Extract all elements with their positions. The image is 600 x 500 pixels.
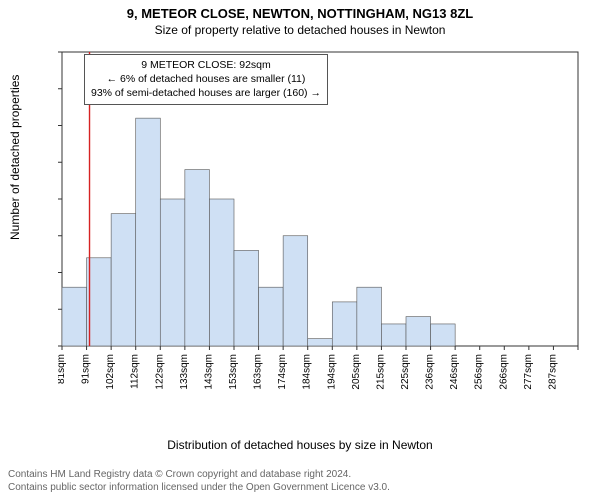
x-tick-label: 225sqm [400,354,411,390]
histogram-bar [283,236,308,346]
x-tick-label: 81sqm [58,354,67,384]
x-tick-label: 184sqm [302,354,313,390]
chart-plot-area: 051015202530354081sqm91sqm102sqm112sqm12… [58,48,582,408]
x-tick-label: 287sqm [547,354,558,390]
histogram-bar [332,302,357,346]
legend-line1: 9 METEOR CLOSE: 92sqm [91,58,321,72]
x-tick-label: 122sqm [154,354,165,390]
histogram-bar [259,287,284,346]
x-tick-label: 236sqm [425,354,436,390]
footer-line2: Contains public sector information licen… [8,481,390,494]
x-tick-label: 266sqm [498,354,509,390]
histogram-bar [87,258,112,346]
x-tick-label: 246sqm [449,354,460,390]
y-axis-label: Number of detached properties [8,75,22,240]
x-tick-label: 133sqm [179,354,190,390]
histogram-bar [209,199,234,346]
legend-line3: 93% of semi-detached houses are larger (… [91,86,321,100]
x-tick-label: 163sqm [253,354,264,390]
histogram-bar [136,118,161,346]
histogram-bar [111,214,136,346]
histogram-bar [185,170,210,346]
x-tick-label: 256sqm [474,354,485,390]
histogram-bar [431,324,456,346]
chart-container: 9, METEOR CLOSE, NEWTON, NOTTINGHAM, NG1… [0,0,600,500]
histogram-bar [357,287,382,346]
x-tick-label: 143sqm [203,354,214,390]
histogram-bar [160,199,185,346]
x-tick-label: 205sqm [351,354,362,390]
x-tick-label: 153sqm [228,354,239,390]
x-tick-label: 102sqm [105,354,116,390]
x-axis-label: Distribution of detached houses by size … [0,438,600,452]
histogram-bar [406,317,431,346]
x-tick-label: 277sqm [523,354,534,390]
footer-line1: Contains HM Land Registry data © Crown c… [8,468,390,481]
x-tick-label: 215sqm [375,354,386,390]
x-tick-label: 174sqm [277,354,288,390]
histogram-bar [62,287,87,346]
histogram-bar [308,339,333,346]
histogram-bar [381,324,406,346]
legend-line2: ← 6% of detached houses are smaller (11) [91,72,321,86]
chart-title-main: 9, METEOR CLOSE, NEWTON, NOTTINGHAM, NG1… [0,0,600,21]
footer-attribution: Contains HM Land Registry data © Crown c… [8,468,390,494]
legend-box: 9 METEOR CLOSE: 92sqm← 6% of detached ho… [84,54,328,105]
x-tick-label: 194sqm [326,354,337,390]
x-tick-label: 91sqm [81,354,92,384]
x-tick-label: 112sqm [130,354,141,389]
histogram-bar [234,250,259,346]
chart-title-sub: Size of property relative to detached ho… [0,21,600,37]
